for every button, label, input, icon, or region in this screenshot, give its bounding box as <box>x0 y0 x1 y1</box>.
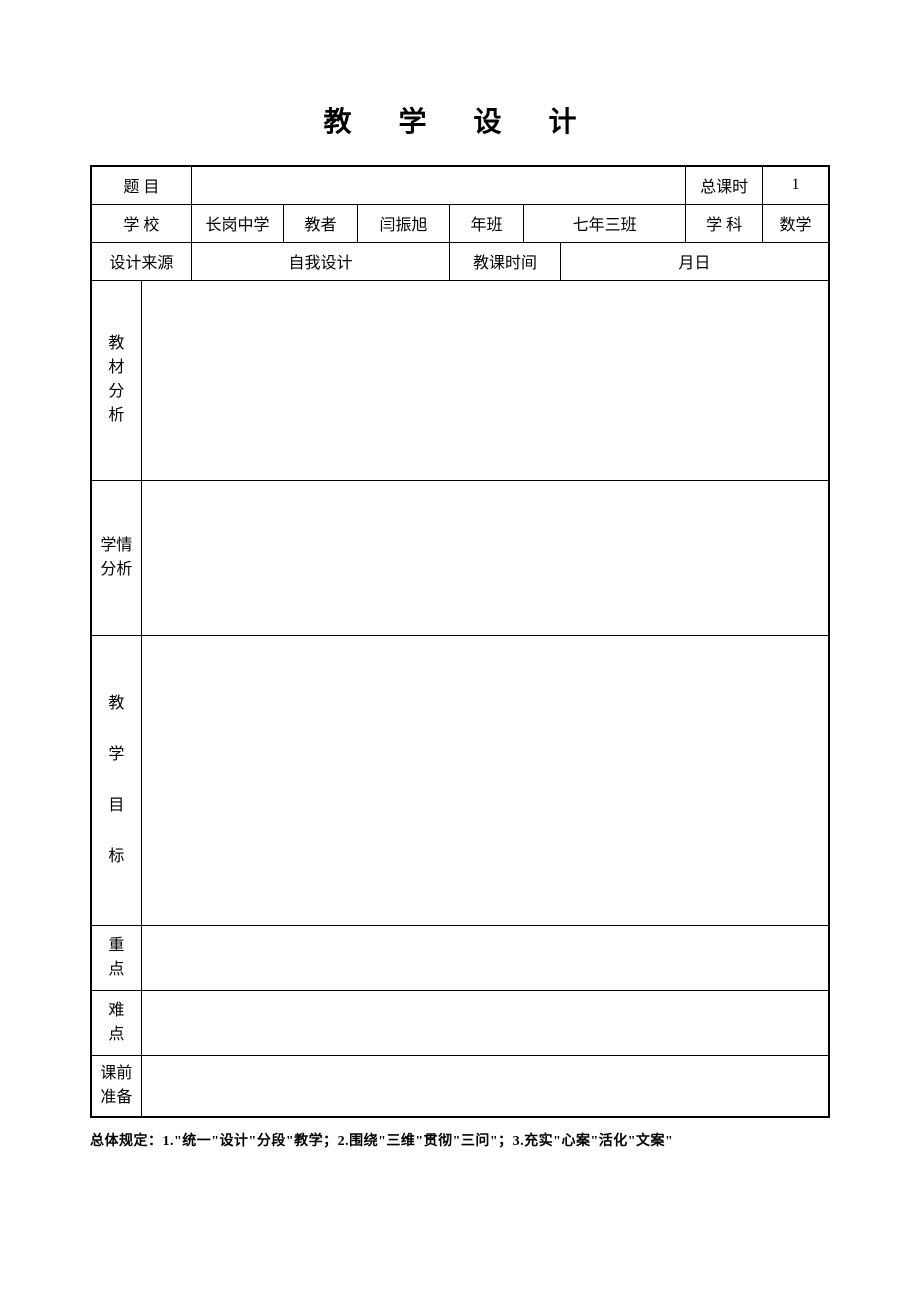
label-material-analysis: 教 材 分 析 <box>91 280 141 480</box>
row-school: 学 校 长岗中学 教者 闫振旭 年班 七年三班 学 科 数学 <box>91 204 829 242</box>
row-material-analysis: 教 材 分 析 <box>91 280 829 480</box>
document-title: 教 学 设 计 <box>90 100 830 140</box>
content-key <box>141 925 829 990</box>
row-source: 设计来源 自我设计 教课时间 月日 <box>91 242 829 280</box>
char-1: 难 <box>108 1002 124 1019</box>
content-difficult <box>141 990 829 1055</box>
label-time: 教课时间 <box>450 242 561 280</box>
label-total-hours: 总课时 <box>686 166 763 204</box>
label-key: 重 点 <box>91 925 141 990</box>
value-subject: 数学 <box>763 204 829 242</box>
label-objective: 教 学 目 标 <box>91 635 141 925</box>
value-source: 自我设计 <box>191 242 449 280</box>
char-1: 教 <box>108 695 124 712</box>
char-2: 点 <box>108 961 124 978</box>
char-4: 析 <box>108 407 124 424</box>
char-1: 教 <box>108 335 124 352</box>
char-3: 目 <box>108 797 124 814</box>
row-prep: 课前 准备 <box>91 1055 829 1117</box>
value-total-hours: 1 <box>763 166 829 204</box>
char-1: 学情 <box>100 537 132 554</box>
content-objective <box>141 635 829 925</box>
row-difficult: 难 点 <box>91 990 829 1055</box>
content-prep <box>141 1055 829 1117</box>
value-time: 月日 <box>560 242 829 280</box>
char-2: 学 <box>108 746 124 763</box>
row-topic: 题 目 总课时 1 <box>91 166 829 204</box>
content-student-analysis <box>141 480 829 635</box>
char-2: 材 <box>108 359 124 376</box>
label-class: 年班 <box>450 204 524 242</box>
char-2: 分析 <box>100 561 132 578</box>
char-2: 点 <box>108 1026 124 1043</box>
char-1: 重 <box>108 937 124 954</box>
row-key: 重 点 <box>91 925 829 990</box>
row-objective: 教 学 目 标 <box>91 635 829 925</box>
label-teacher: 教者 <box>284 204 358 242</box>
label-school: 学 校 <box>91 204 191 242</box>
label-difficult: 难 点 <box>91 990 141 1055</box>
label-prep: 课前 准备 <box>91 1055 141 1117</box>
row-student-analysis: 学情 分析 <box>91 480 829 635</box>
value-teacher: 闫振旭 <box>357 204 449 242</box>
lesson-plan-table: 题 目 总课时 1 学 校 长岗中学 教者 闫振旭 年班 七年三班 学 科 数学… <box>90 165 830 1118</box>
char-1: 课前 <box>100 1065 132 1082</box>
label-source: 设计来源 <box>91 242 191 280</box>
value-topic <box>191 166 685 204</box>
footer-note: 总体规定：1."统一"设计"分段"教学；2.围绕"三维"贯彻"三问"；3.充实"… <box>90 1130 830 1150</box>
char-3: 分 <box>108 383 124 400</box>
label-topic: 题 目 <box>91 166 191 204</box>
content-material-analysis <box>141 280 829 480</box>
char-2: 准备 <box>100 1089 132 1106</box>
value-class: 七年三班 <box>523 204 685 242</box>
label-student-analysis: 学情 分析 <box>91 480 141 635</box>
char-4: 标 <box>108 848 124 865</box>
label-subject: 学 科 <box>686 204 763 242</box>
value-school: 长岗中学 <box>191 204 283 242</box>
